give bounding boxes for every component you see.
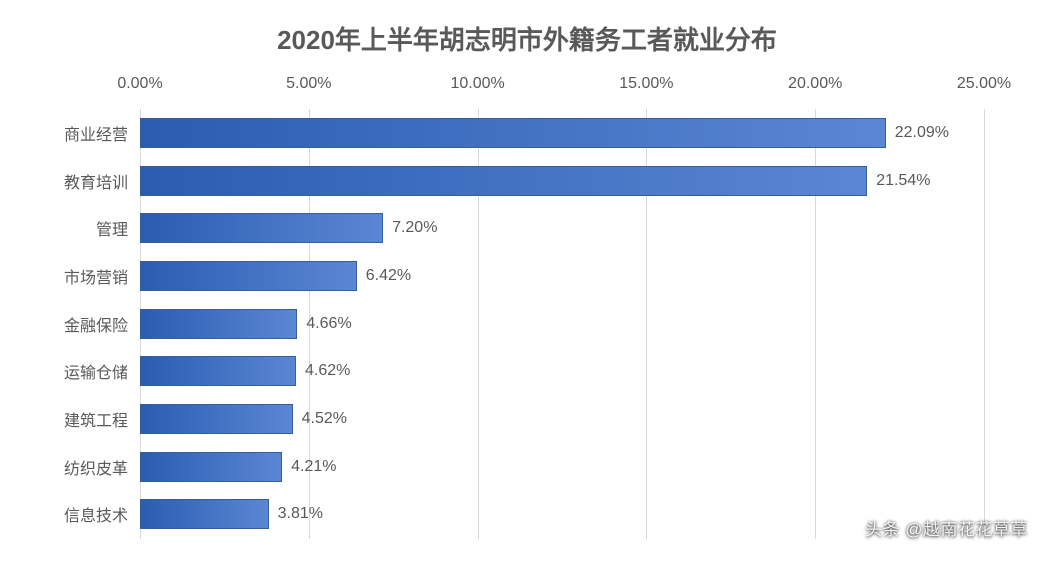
x-tick-label: 10.00%: [450, 75, 504, 93]
category-label: 运输仓储: [64, 359, 140, 383]
bar: 22.09%: [140, 118, 886, 148]
category-label: 纺织皮革: [64, 455, 140, 479]
x-tick-label: 5.00%: [286, 75, 331, 93]
chart-container: 2020年上半年胡志明市外籍务工者就业分布 0.00% 5.00% 10.00%…: [0, 0, 1054, 566]
bar-value: 3.81%: [268, 505, 323, 523]
bar: 7.20%: [140, 213, 383, 243]
category-label: 信息技术: [64, 502, 140, 526]
bar: 21.54%: [140, 166, 867, 196]
bar: 6.42%: [140, 261, 357, 291]
bar-value: 6.42%: [356, 267, 411, 285]
watermark: 头条 @越南花花草草: [865, 515, 1028, 540]
bar-value: 4.62%: [295, 362, 350, 380]
x-tick-label: 25.00%: [957, 75, 1011, 93]
bar-row: 教育培训 21.54%: [140, 157, 984, 205]
bar-row: 运输仓储 4.62%: [140, 347, 984, 395]
plot-area: 0.00% 5.00% 10.00% 15.00% 20.00% 25.00% …: [140, 75, 984, 545]
category-label: 建筑工程: [64, 407, 140, 431]
bars-region: 商业经营 22.09% 教育培训 21.54% 管理 7.20% 市场营销 6.…: [140, 109, 984, 539]
bar-row: 纺织皮革 4.21%: [140, 443, 984, 491]
category-label: 商业经营: [64, 121, 140, 145]
x-tick-label: 15.00%: [619, 75, 673, 93]
bar: 4.21%: [140, 452, 282, 482]
bar-row: 市场营销 6.42%: [140, 252, 984, 300]
bar-value: 4.66%: [296, 315, 351, 333]
bar-row: 信息技术 3.81%: [140, 491, 984, 539]
bar: 4.62%: [140, 356, 296, 386]
gridline: [984, 109, 985, 539]
bar-row: 建筑工程 4.52%: [140, 395, 984, 443]
bar-value: 4.52%: [292, 410, 347, 428]
category-label: 市场营销: [64, 264, 140, 288]
x-axis: 0.00% 5.00% 10.00% 15.00% 20.00% 25.00%: [140, 75, 984, 101]
x-tick-label: 0.00%: [117, 75, 162, 93]
chart-title: 2020年上半年胡志明市外籍务工者就业分布: [40, 20, 1014, 57]
category-label: 管理: [96, 216, 140, 240]
bar-value: 22.09%: [885, 124, 949, 142]
bar: 3.81%: [140, 499, 269, 529]
bar: 4.66%: [140, 309, 297, 339]
bar-row: 金融保险 4.66%: [140, 300, 984, 348]
bar-row: 商业经营 22.09%: [140, 109, 984, 157]
bar-value: 21.54%: [866, 172, 930, 190]
x-tick-label: 20.00%: [788, 75, 842, 93]
bar-value: 7.20%: [382, 219, 437, 237]
bar-value: 4.21%: [281, 458, 336, 476]
bar: 4.52%: [140, 404, 293, 434]
bar-row: 管理 7.20%: [140, 204, 984, 252]
category-label: 金融保险: [64, 312, 140, 336]
category-label: 教育培训: [64, 169, 140, 193]
